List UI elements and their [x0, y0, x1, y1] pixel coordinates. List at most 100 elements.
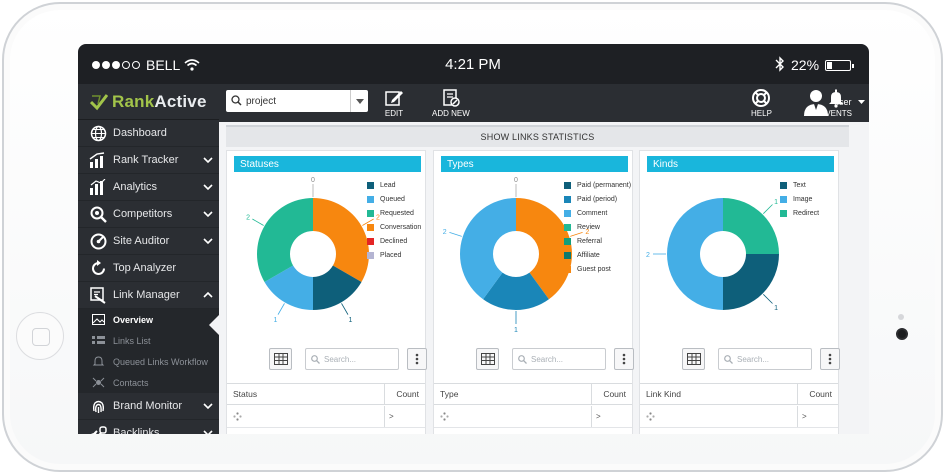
legend-item[interactable]: Lead [367, 178, 421, 192]
chevron-up-icon[interactable] [203, 290, 213, 300]
legend-swatch [367, 223, 374, 231]
legend-label: Paid (permanent) [577, 181, 632, 189]
chevron-down-icon[interactable] [350, 90, 368, 112]
bell-icon [829, 89, 843, 108]
refresh-icon [89, 259, 107, 277]
sidebar-item-label: Site Auditor [113, 235, 170, 247]
column-header-count[interactable]: Count [396, 389, 419, 399]
table-row[interactable]: > [227, 406, 425, 428]
column-toggle-button[interactable] [476, 348, 499, 370]
table-search-input[interactable]: Search... [718, 348, 812, 370]
chevron-down-icon[interactable] [203, 236, 213, 246]
search-icon [518, 355, 527, 364]
column-toggle-button[interactable] [682, 348, 705, 370]
legend-label: Guest post [577, 265, 611, 273]
legend-label: Affiliate [577, 251, 600, 259]
chevron-down-icon[interactable] [203, 401, 213, 411]
help-button[interactable]: HELP [751, 88, 772, 118]
table-search-input[interactable]: Search... [512, 348, 606, 370]
sidebar-item-top-analyzer[interactable]: Top Analyzer [78, 255, 219, 282]
add-new-button[interactable]: ADD NEW [432, 88, 470, 118]
legend-item[interactable]: Requested [367, 206, 421, 220]
brand-logo[interactable]: RankActive [78, 84, 219, 120]
sidebar-item-analytics[interactable]: Analytics [78, 174, 219, 201]
legend-item[interactable]: Queued [367, 192, 421, 206]
row-value: > [389, 412, 394, 421]
sidebar-item-backlinks[interactable]: Backlinks [78, 420, 219, 434]
legend-item[interactable]: Paid (period) [564, 192, 631, 206]
donut-slice-queued[interactable] [264, 265, 313, 311]
legend-item[interactable]: Comment [564, 206, 631, 220]
table-search-input[interactable]: Search... [305, 348, 399, 370]
sidebar-subitem-links-list[interactable]: Links List [78, 330, 219, 351]
column-header[interactable]: Type [434, 384, 592, 404]
column-header-count[interactable]: Count [809, 389, 832, 399]
data-label: 1 [349, 317, 353, 324]
user-menu[interactable]: user [804, 88, 865, 116]
more-options-button[interactable] [407, 348, 427, 370]
panel-title: Kinds [647, 156, 834, 172]
legend-item[interactable]: Placed [367, 248, 421, 262]
sidebar-item-dashboard[interactable]: Dashboard [78, 120, 219, 147]
legend-item[interactable]: Image [780, 192, 819, 206]
legend-item[interactable]: Guest post [564, 262, 631, 276]
donut-slice-guest-post[interactable] [516, 198, 572, 300]
gauge-icon [89, 232, 107, 250]
more-options-button[interactable] [820, 348, 840, 370]
sidebar-item-competitors[interactable]: Competitors [78, 201, 219, 228]
legend-label: Review [577, 223, 600, 231]
sidebar-item-brand-monitor[interactable]: Brand Monitor [78, 393, 219, 420]
sidebar-item-link-manager[interactable]: Link Manager [78, 282, 219, 309]
donut-slice-conversation[interactable] [313, 198, 369, 282]
legend-item[interactable]: Paid (permanent) [564, 178, 631, 192]
table-columns-icon [686, 353, 701, 365]
data-label: 2 [585, 229, 589, 236]
sidebar-subitem-contacts[interactable]: Contacts [78, 372, 219, 393]
chevron-down-icon[interactable] [203, 428, 213, 434]
data-label: 0 [311, 177, 315, 184]
table-header-row: Status Count [227, 383, 425, 405]
legend-item[interactable]: Affiliate [564, 248, 631, 262]
sidebar-item-rank-tracker[interactable]: Rank Tracker [78, 147, 219, 174]
table-row[interactable]: > [434, 406, 632, 428]
column-toggle-button[interactable] [269, 348, 292, 370]
donut-slice-paid-period[interactable] [483, 272, 549, 310]
row-value: > [596, 412, 601, 421]
legend-item[interactable]: Review [564, 220, 631, 234]
project-selector[interactable]: project [226, 90, 368, 112]
legend-item[interactable]: Referral [564, 234, 631, 248]
table-controls: Search... [476, 348, 634, 370]
edit-button[interactable]: EDIT [384, 88, 404, 118]
home-button[interactable] [16, 312, 64, 360]
chevron-down-icon[interactable] [203, 155, 213, 165]
table-row[interactable]: > [640, 406, 838, 428]
data-label: 1 [274, 317, 278, 324]
column-header-count[interactable]: Count [603, 389, 626, 399]
legend-item[interactable]: Text [780, 178, 819, 192]
donut-slice-redirect[interactable] [723, 198, 779, 254]
events-button[interactable]: EVENTS [820, 88, 852, 118]
competitors-icon [89, 205, 107, 223]
donut-slice-image[interactable] [667, 198, 723, 310]
donut-slice-text[interactable] [723, 254, 779, 310]
donut-slice-requested[interactable] [257, 198, 313, 282]
donut-slice-comment[interactable] [459, 198, 516, 300]
chevron-down-icon[interactable] [203, 209, 213, 219]
column-header[interactable]: Status [227, 384, 385, 404]
chevron-down-icon[interactable] [203, 182, 213, 192]
legend-label: Text [793, 181, 806, 189]
column-header[interactable]: Link Kind [640, 384, 798, 404]
sidebar-subitem-overview[interactable]: Overview [78, 309, 219, 330]
bell-icon [91, 356, 105, 368]
legend-swatch [367, 195, 374, 203]
legend-item[interactable]: Declined [367, 234, 421, 248]
legend-item[interactable]: Conversation [367, 220, 421, 234]
status-bar: BELL 4:21 PM 22% [78, 44, 869, 84]
sidebar-item-site-auditor[interactable]: Site Auditor [78, 228, 219, 255]
donut-slice-lead[interactable] [313, 265, 362, 311]
sidebar-subitem-queued-links-workflow[interactable]: Queued Links Workflow [78, 351, 219, 372]
more-options-button[interactable] [614, 348, 634, 370]
contacts-icon [91, 377, 105, 389]
legend-item[interactable]: Redirect [780, 206, 819, 220]
chart-panel-kinds: Kinds 1 1 2 Text Image Redirect Search... Link K… [639, 150, 840, 434]
